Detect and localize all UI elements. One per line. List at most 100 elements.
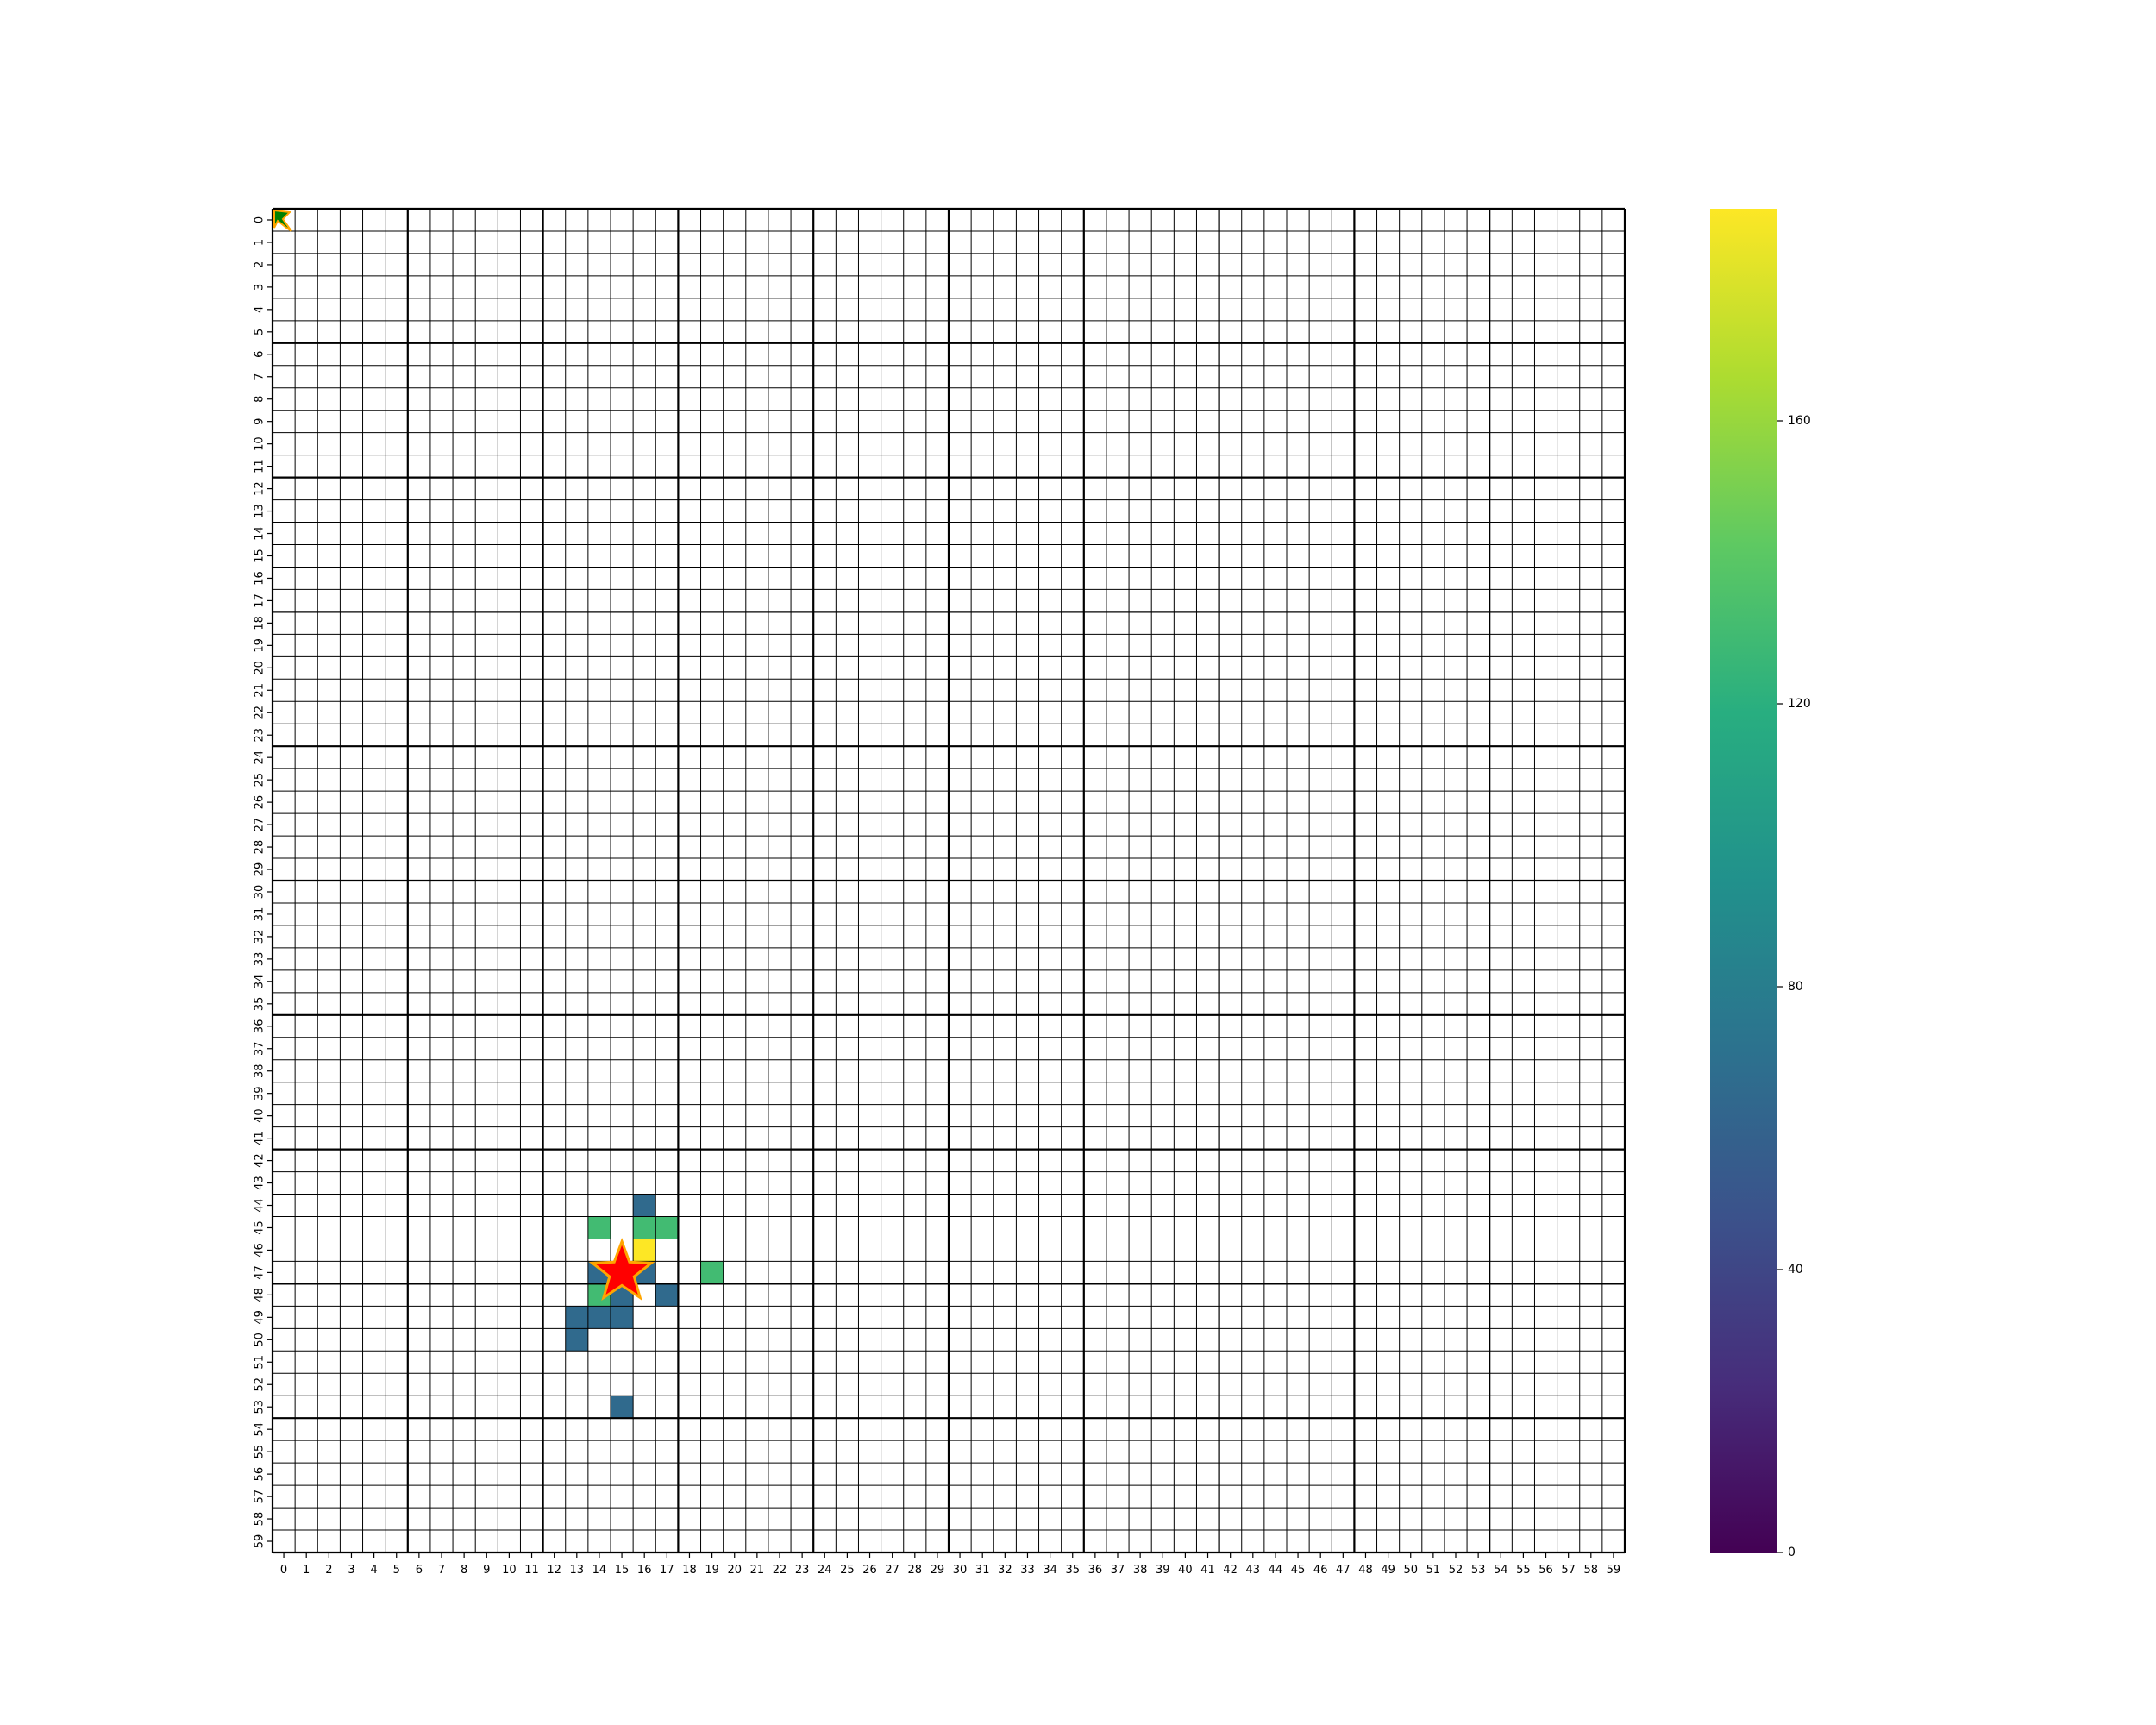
heatmap-cells: [565, 1194, 724, 1419]
x-tick-label: 45: [1291, 1564, 1306, 1577]
y-tick-label: 38: [254, 1063, 266, 1078]
heatmap-cell: [655, 1283, 679, 1307]
x-tick-label: 50: [1403, 1564, 1418, 1577]
y-tick-label: 20: [254, 661, 266, 675]
y-tick-label: 42: [254, 1153, 266, 1168]
y-tick-label: 46: [254, 1243, 266, 1258]
y-tick-label: 8: [254, 396, 266, 403]
y-tick-label: 50: [254, 1333, 266, 1347]
y-tick-label: 51: [254, 1355, 266, 1370]
y-axis-ticks: 0123456789101112131415161718192021222324…: [254, 216, 273, 1548]
x-tick-label: 27: [885, 1564, 899, 1577]
y-tick-label: 55: [254, 1445, 266, 1459]
colorbar-gradient: [1710, 209, 1777, 1552]
y-tick-label: 13: [254, 504, 266, 518]
y-tick-label: 11: [254, 459, 266, 474]
y-tick-label: 1: [254, 239, 266, 246]
x-tick-label: 53: [1471, 1564, 1486, 1577]
x-tick-label: 39: [1156, 1564, 1170, 1577]
x-tick-label: 28: [908, 1564, 923, 1577]
x-tick-label: 31: [975, 1564, 990, 1577]
y-tick-label: 0: [254, 216, 266, 223]
y-tick-label: 28: [254, 840, 266, 855]
x-tick-label: 22: [773, 1564, 787, 1577]
x-tick-label: 5: [393, 1564, 400, 1577]
x-tick-label: 44: [1269, 1564, 1283, 1577]
x-tick-label: 32: [998, 1564, 1012, 1577]
y-tick-label: 19: [254, 638, 266, 653]
y-tick-label: 12: [254, 481, 266, 496]
x-tick-label: 42: [1223, 1564, 1238, 1577]
y-tick-label: 47: [254, 1265, 266, 1280]
y-tick-label: 25: [254, 773, 266, 787]
x-tick-label: 57: [1561, 1564, 1576, 1577]
x-tick-label: 40: [1178, 1564, 1193, 1577]
x-tick-label: 18: [682, 1564, 697, 1577]
x-tick-label: 49: [1381, 1564, 1395, 1577]
x-tick-label: 41: [1200, 1564, 1215, 1577]
y-tick-label: 29: [254, 862, 266, 877]
x-tick-label: 46: [1313, 1564, 1328, 1577]
y-tick-label: 40: [254, 1108, 266, 1123]
x-tick-label: 47: [1336, 1564, 1351, 1577]
x-tick-label: 24: [818, 1564, 832, 1577]
colorbar-tick-label: 120: [1788, 697, 1811, 711]
y-tick-label: 18: [254, 616, 266, 630]
y-tick-label: 48: [254, 1288, 266, 1302]
y-tick-label: 43: [254, 1176, 266, 1190]
x-tick-label: 15: [615, 1564, 630, 1577]
y-tick-label: 53: [254, 1400, 266, 1414]
y-tick-label: 58: [254, 1512, 266, 1527]
y-tick-label: 45: [254, 1220, 266, 1235]
heatmap-cell: [611, 1306, 634, 1329]
x-tick-label: 19: [705, 1564, 719, 1577]
y-tick-label: 22: [254, 706, 266, 720]
x-tick-label: 6: [416, 1564, 423, 1577]
y-tick-label: 27: [254, 818, 266, 832]
x-tick-label: 20: [727, 1564, 742, 1577]
x-tick-label: 12: [547, 1564, 561, 1577]
heatmap-markers: [273, 209, 655, 1302]
colorbar-tick-label: 160: [1788, 414, 1811, 428]
x-tick-label: 36: [1088, 1564, 1103, 1577]
x-tick-label: 10: [502, 1564, 517, 1577]
y-tick-label: 7: [254, 373, 266, 380]
y-tick-label: 9: [254, 418, 266, 425]
heatmap-cell: [633, 1216, 656, 1239]
x-axis-ticks: 0 1 2 3 4 5 6 7 8 9 10 11 12 13 14 15 16 17 18 19 20 21 22 23 24…: [280, 1552, 1620, 1577]
y-tick-label: 52: [254, 1377, 266, 1392]
y-tick-label: 57: [254, 1490, 266, 1504]
x-tick-label: 55: [1516, 1564, 1531, 1577]
x-tick-label: 11: [524, 1564, 539, 1577]
x-tick-label: 58: [1584, 1564, 1599, 1577]
y-tick-label: 44: [254, 1198, 266, 1213]
x-tick-label: 37: [1111, 1564, 1125, 1577]
x-tick-label: 23: [795, 1564, 810, 1577]
colorbar-tick-label: 40: [1788, 1263, 1803, 1276]
heatmap-cell: [700, 1261, 724, 1284]
y-tick-label: 17: [254, 593, 266, 608]
heatmap-cell: [565, 1306, 588, 1329]
arrow-marker: [273, 209, 292, 232]
x-tick-label: 3: [348, 1564, 354, 1577]
x-tick-label: 52: [1449, 1564, 1463, 1577]
y-tick-label: 16: [254, 571, 266, 586]
y-tick-label: 35: [254, 997, 266, 1012]
x-tick-label: 13: [570, 1564, 585, 1577]
y-tick-label: 59: [254, 1534, 266, 1549]
y-tick-label: 2: [254, 261, 266, 268]
y-tick-label: 37: [254, 1041, 266, 1056]
x-tick-label: 1: [303, 1564, 310, 1577]
x-tick-label: 38: [1133, 1564, 1148, 1577]
y-tick-label: 33: [254, 952, 266, 967]
y-tick-label: 31: [254, 907, 266, 922]
y-tick-label: 14: [254, 526, 266, 541]
y-tick-label: 15: [254, 549, 266, 563]
x-tick-label: 9: [483, 1564, 490, 1577]
x-tick-label: 51: [1426, 1564, 1441, 1577]
colorbar-tick-label: 80: [1788, 980, 1803, 994]
y-tick-label: 21: [254, 683, 266, 698]
x-tick-label: 16: [637, 1564, 652, 1577]
y-tick-label: 5: [254, 329, 266, 336]
